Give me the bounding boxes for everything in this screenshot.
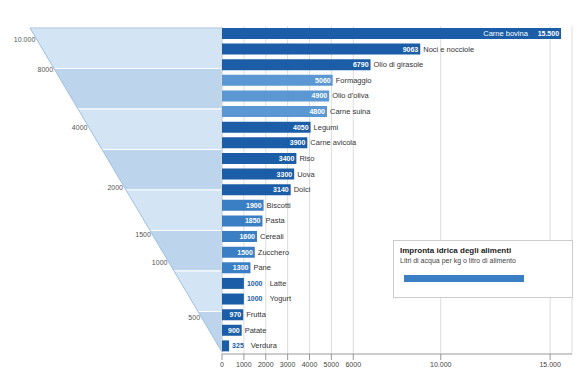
svg-text:15.000: 15.000 [539, 361, 561, 368]
svg-text:15.500: 15.500 [538, 30, 560, 37]
svg-text:1900: 1900 [246, 202, 262, 209]
svg-text:Zucchero: Zucchero [258, 248, 289, 257]
svg-text:5000: 5000 [324, 361, 340, 368]
svg-text:Pasta: Pasta [265, 216, 285, 225]
svg-text:Riso: Riso [299, 154, 314, 163]
svg-text:10.000: 10.000 [14, 36, 36, 43]
svg-text:970: 970 [230, 311, 242, 318]
svg-text:Biscotti: Biscotti [267, 201, 292, 210]
svg-text:8000: 8000 [37, 66, 53, 73]
svg-text:3900: 3900 [290, 139, 306, 146]
svg-text:Legumi: Legumi [314, 123, 339, 132]
svg-text:Dolci: Dolci [294, 185, 311, 194]
svg-text:1500: 1500 [237, 249, 253, 256]
svg-text:1500: 1500 [135, 231, 151, 238]
svg-text:Patate: Patate [245, 326, 267, 335]
svg-text:3000: 3000 [280, 361, 296, 368]
svg-text:2000: 2000 [258, 361, 274, 368]
svg-text:Olio d'oliva: Olio d'oliva [332, 91, 369, 100]
svg-text:4000: 4000 [72, 124, 88, 131]
svg-text:Verdura: Verdura [251, 341, 278, 350]
svg-text:1000: 1000 [152, 259, 168, 266]
svg-text:4800: 4800 [309, 108, 325, 115]
svg-text:900: 900 [228, 327, 240, 334]
svg-text:Cereali: Cereali [260, 232, 284, 241]
svg-text:4900: 4900 [312, 92, 328, 99]
svg-text:1000: 1000 [247, 280, 263, 287]
svg-text:4050: 4050 [293, 124, 309, 131]
svg-text:Yogurt: Yogurt [270, 294, 292, 303]
svg-text:6790: 6790 [353, 61, 369, 68]
svg-text:2000: 2000 [107, 184, 123, 191]
svg-text:Olio di girasole: Olio di girasole [374, 60, 424, 69]
svg-text:1300: 1300 [233, 264, 249, 271]
svg-text:Frutta: Frutta [246, 310, 266, 319]
svg-text:Uova: Uova [297, 170, 315, 179]
svg-text:4000: 4000 [302, 361, 318, 368]
svg-text:Carne suina: Carne suina [330, 107, 371, 116]
svg-text:5060: 5060 [315, 77, 331, 84]
svg-text:6000: 6000 [345, 361, 361, 368]
svg-text:3400: 3400 [279, 155, 295, 162]
svg-text:1000: 1000 [236, 361, 252, 368]
svg-text:0: 0 [220, 361, 224, 368]
svg-text:Formaggio: Formaggio [336, 76, 372, 85]
svg-text:Carne bovina: Carne bovina [483, 29, 528, 38]
svg-text:1850: 1850 [245, 217, 261, 224]
svg-text:10.000: 10.000 [430, 361, 452, 368]
svg-text:1000: 1000 [247, 295, 263, 302]
svg-text:Latte: Latte [270, 279, 287, 288]
svg-text:9063: 9063 [403, 46, 419, 53]
svg-text:3300: 3300 [277, 171, 293, 178]
html-text:Litri di acqua per kg o litro: Litri di acqua per kg o litro di aliment… [400, 257, 516, 264]
svg-text:Carne avicola: Carne avicola [310, 138, 357, 147]
svg-text:1600: 1600 [239, 233, 255, 240]
svg-text:500: 500 [188, 314, 200, 321]
svg-text:3140: 3140 [273, 186, 289, 193]
svg-text:325: 325 [232, 342, 244, 349]
svg-text:Noci e nocciole: Noci e nocciole [423, 45, 474, 54]
svg-text:Pane: Pane [253, 263, 271, 272]
html-text:Impronta idrica degli alimenti: Impronta idrica degli alimenti [400, 246, 512, 255]
